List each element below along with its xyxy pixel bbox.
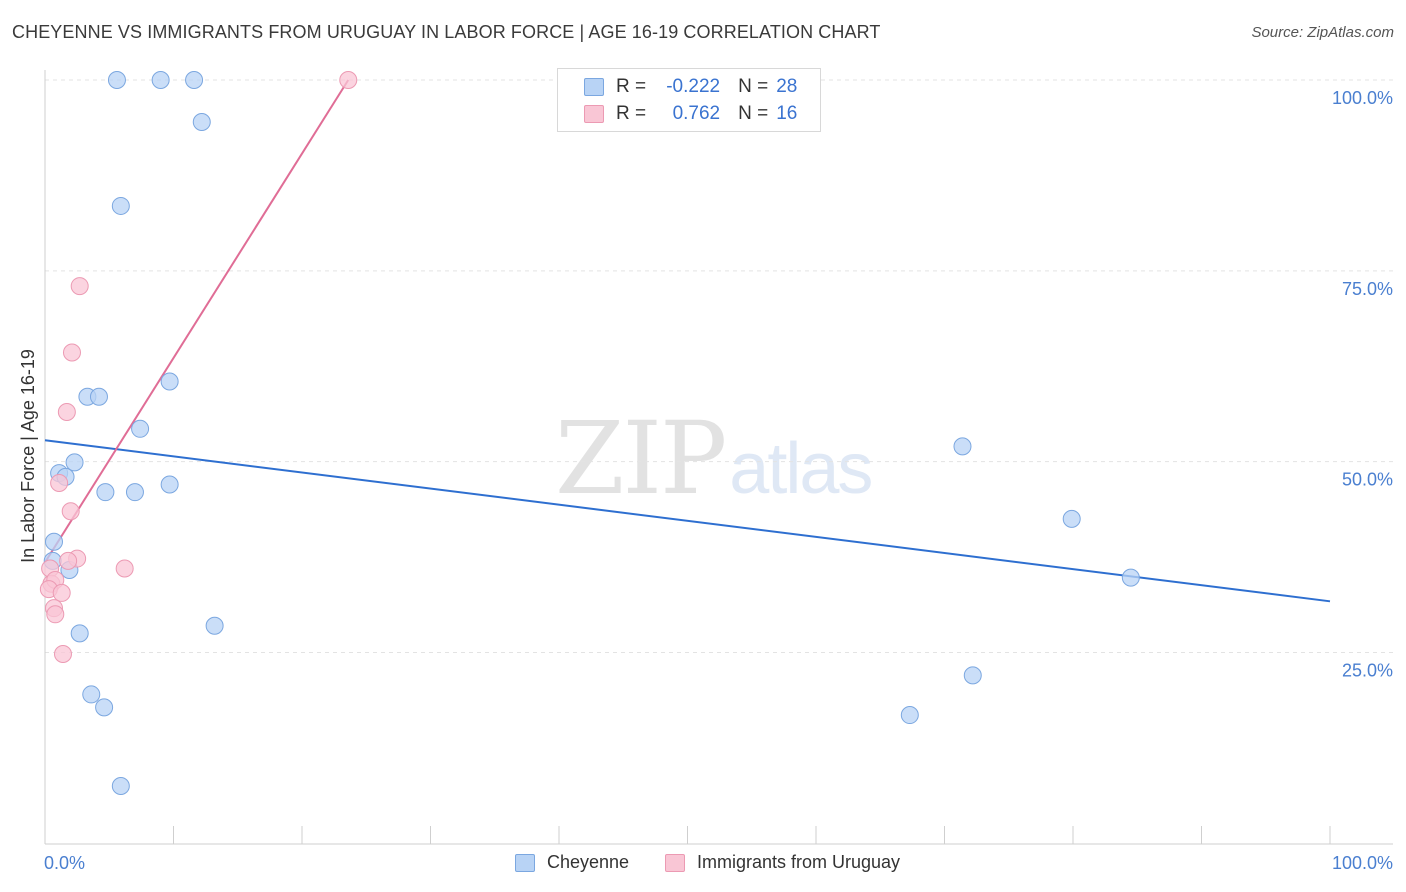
legend-item-uruguay: Immigrants from Uruguay — [665, 852, 900, 873]
point-cheyenne-7 — [89, 387, 108, 406]
point-uruguay-16 — [53, 644, 72, 663]
point-uruguay-2 — [62, 343, 81, 362]
uruguay-n-label: N = — [738, 103, 769, 124]
point-uruguay-7 — [59, 551, 78, 570]
uruguay-swatch — [584, 105, 604, 123]
y-tick-label-100: 100.0% — [1332, 88, 1393, 108]
watermark-zip: ZIP — [555, 400, 727, 517]
point-cheyenne-18 — [70, 624, 89, 643]
point-uruguay-4 — [50, 474, 69, 493]
point-cheyenne-19 — [205, 616, 224, 635]
point-cheyenne-23 — [953, 437, 972, 456]
point-cheyenne-15 — [44, 532, 63, 551]
point-uruguay-5 — [61, 502, 80, 521]
legend-cheyenne-label: Cheyenne — [547, 852, 630, 872]
point-uruguay-3 — [57, 403, 76, 422]
point-cheyenne-26 — [900, 706, 919, 725]
y-axis-label: In Labor Force | Age 16-19 — [18, 349, 38, 563]
x-axis-ticks — [44, 826, 1331, 844]
watermark-atlas: atlas — [729, 429, 873, 509]
axes — [44, 70, 1393, 845]
point-cheyenne-13 — [125, 483, 144, 502]
y-tick-label-25: 25.0% — [1342, 660, 1393, 680]
trend-lines — [44, 79, 1331, 603]
point-uruguay-13 — [52, 583, 71, 602]
point-uruguay-1 — [70, 277, 89, 296]
point-cheyenne-21 — [95, 698, 114, 717]
point-cheyenne-20 — [82, 685, 101, 704]
stats-row-cheyenne: R = -0.222 N = 28 — [558, 73, 797, 101]
point-cheyenne-8 — [131, 419, 150, 438]
x-tick-label-min: 0.0% — [44, 853, 85, 873]
point-cheyenne-4 — [111, 196, 130, 215]
point-cheyenne-11 — [65, 453, 84, 472]
point-uruguay-15 — [46, 605, 65, 624]
point-cheyenne-24 — [1062, 509, 1081, 528]
legend-uruguay-label: Immigrants from Uruguay — [697, 852, 901, 872]
point-cheyenne-22 — [111, 777, 130, 796]
uruguay-r-value: 0.762 — [672, 103, 721, 124]
trend-line-cheyenne — [44, 439, 1331, 603]
point-cheyenne-3 — [192, 112, 211, 131]
data-points — [39, 71, 1140, 796]
point-uruguay-8 — [115, 559, 134, 578]
chart-title: CHEYENNE VS IMMIGRANTS FROM URUGUAY IN L… — [12, 22, 881, 42]
point-cheyenne-14 — [160, 475, 179, 494]
point-cheyenne-0 — [107, 71, 126, 89]
y-tick-labels: 25.0% 50.0% 75.0% 100.0% — [1332, 88, 1393, 680]
y-tick-label-75: 75.0% — [1342, 279, 1393, 299]
stats-row-uruguay: R = 0.762 N = 16 — [558, 100, 797, 128]
y-tick-label-50: 50.0% — [1342, 470, 1393, 490]
legend-cheyenne-swatch — [515, 853, 535, 872]
cheyenne-n-value: 28 — [776, 76, 798, 97]
cheyenne-r-value: -0.222 — [666, 76, 721, 97]
point-cheyenne-27 — [963, 666, 982, 685]
point-uruguay-0 — [339, 71, 358, 89]
cheyenne-r-label: R = — [616, 76, 647, 97]
trend-line-uruguay — [44, 79, 350, 563]
watermark: ZIPatlas — [555, 400, 873, 517]
point-cheyenne-2 — [185, 71, 204, 89]
point-cheyenne-12 — [96, 483, 115, 502]
cheyenne-n-label: N = — [738, 76, 769, 97]
cheyenne-swatch — [584, 78, 604, 96]
legend-item-cheyenne: Cheyenne — [515, 852, 629, 873]
uruguay-n-value: 16 — [776, 103, 798, 124]
legend-uruguay-swatch — [665, 853, 685, 872]
x-tick-label-max: 100.0% — [1332, 853, 1393, 873]
source-label: Source: ZipAtlas.com — [1251, 24, 1394, 41]
grid-lines — [45, 79, 1393, 653]
point-cheyenne-25 — [1121, 568, 1140, 587]
uruguay-r-label: R = — [616, 103, 647, 124]
point-cheyenne-5 — [160, 372, 179, 391]
point-cheyenne-1 — [151, 71, 170, 89]
stats-box: R = -0.222 N = 28 R = 0.762 N = 16 — [557, 68, 821, 132]
